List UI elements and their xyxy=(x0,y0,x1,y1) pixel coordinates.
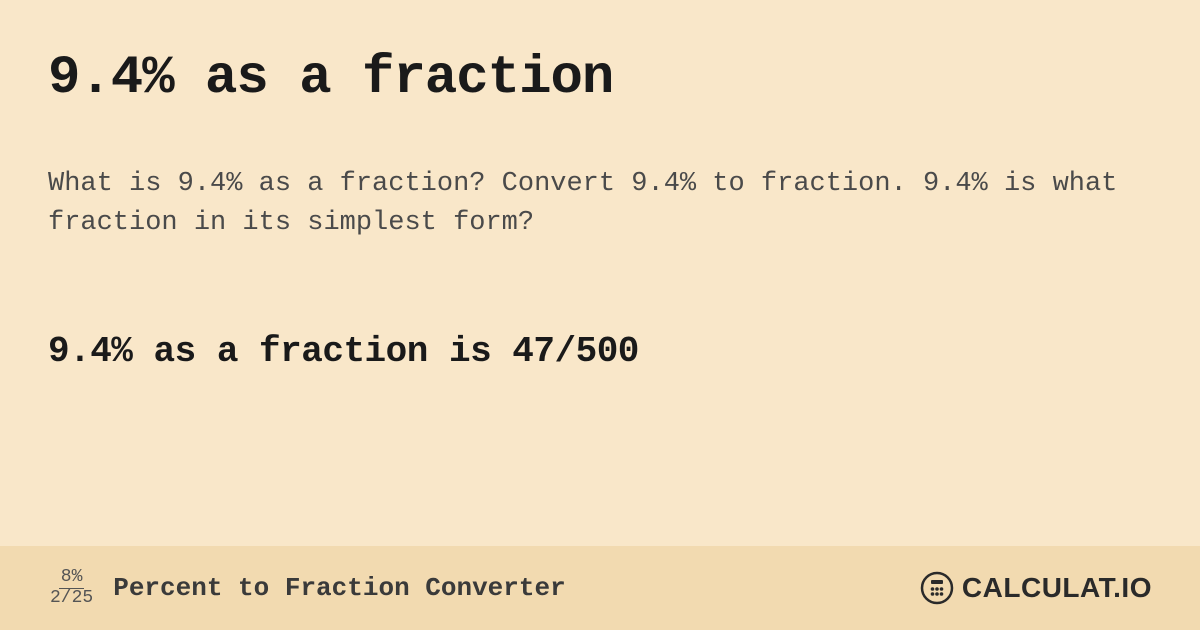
footer-bar: 8% 2/25 Percent to Fraction Converter CA… xyxy=(0,546,1200,630)
brand-text: CALCULAT.IO xyxy=(962,572,1152,604)
main-content: 9.4% as a fraction What is 9.4% as a fra… xyxy=(0,0,1200,372)
fraction-icon-top: 8% xyxy=(59,568,85,589)
footer-label: Percent to Fraction Converter xyxy=(113,573,565,603)
fraction-icon: 8% 2/25 xyxy=(48,568,95,609)
page-description: What is 9.4% as a fraction? Convert 9.4%… xyxy=(48,165,1128,243)
page-title: 9.4% as a fraction xyxy=(48,48,1152,109)
brand-logo[interactable]: CALCULAT.IO xyxy=(920,571,1152,605)
page-answer: 9.4% as a fraction is 47/500 xyxy=(48,331,1152,372)
fraction-icon-bottom: 2/25 xyxy=(48,589,95,609)
footer-left: 8% 2/25 Percent to Fraction Converter xyxy=(48,568,566,609)
calculator-icon xyxy=(920,571,954,605)
